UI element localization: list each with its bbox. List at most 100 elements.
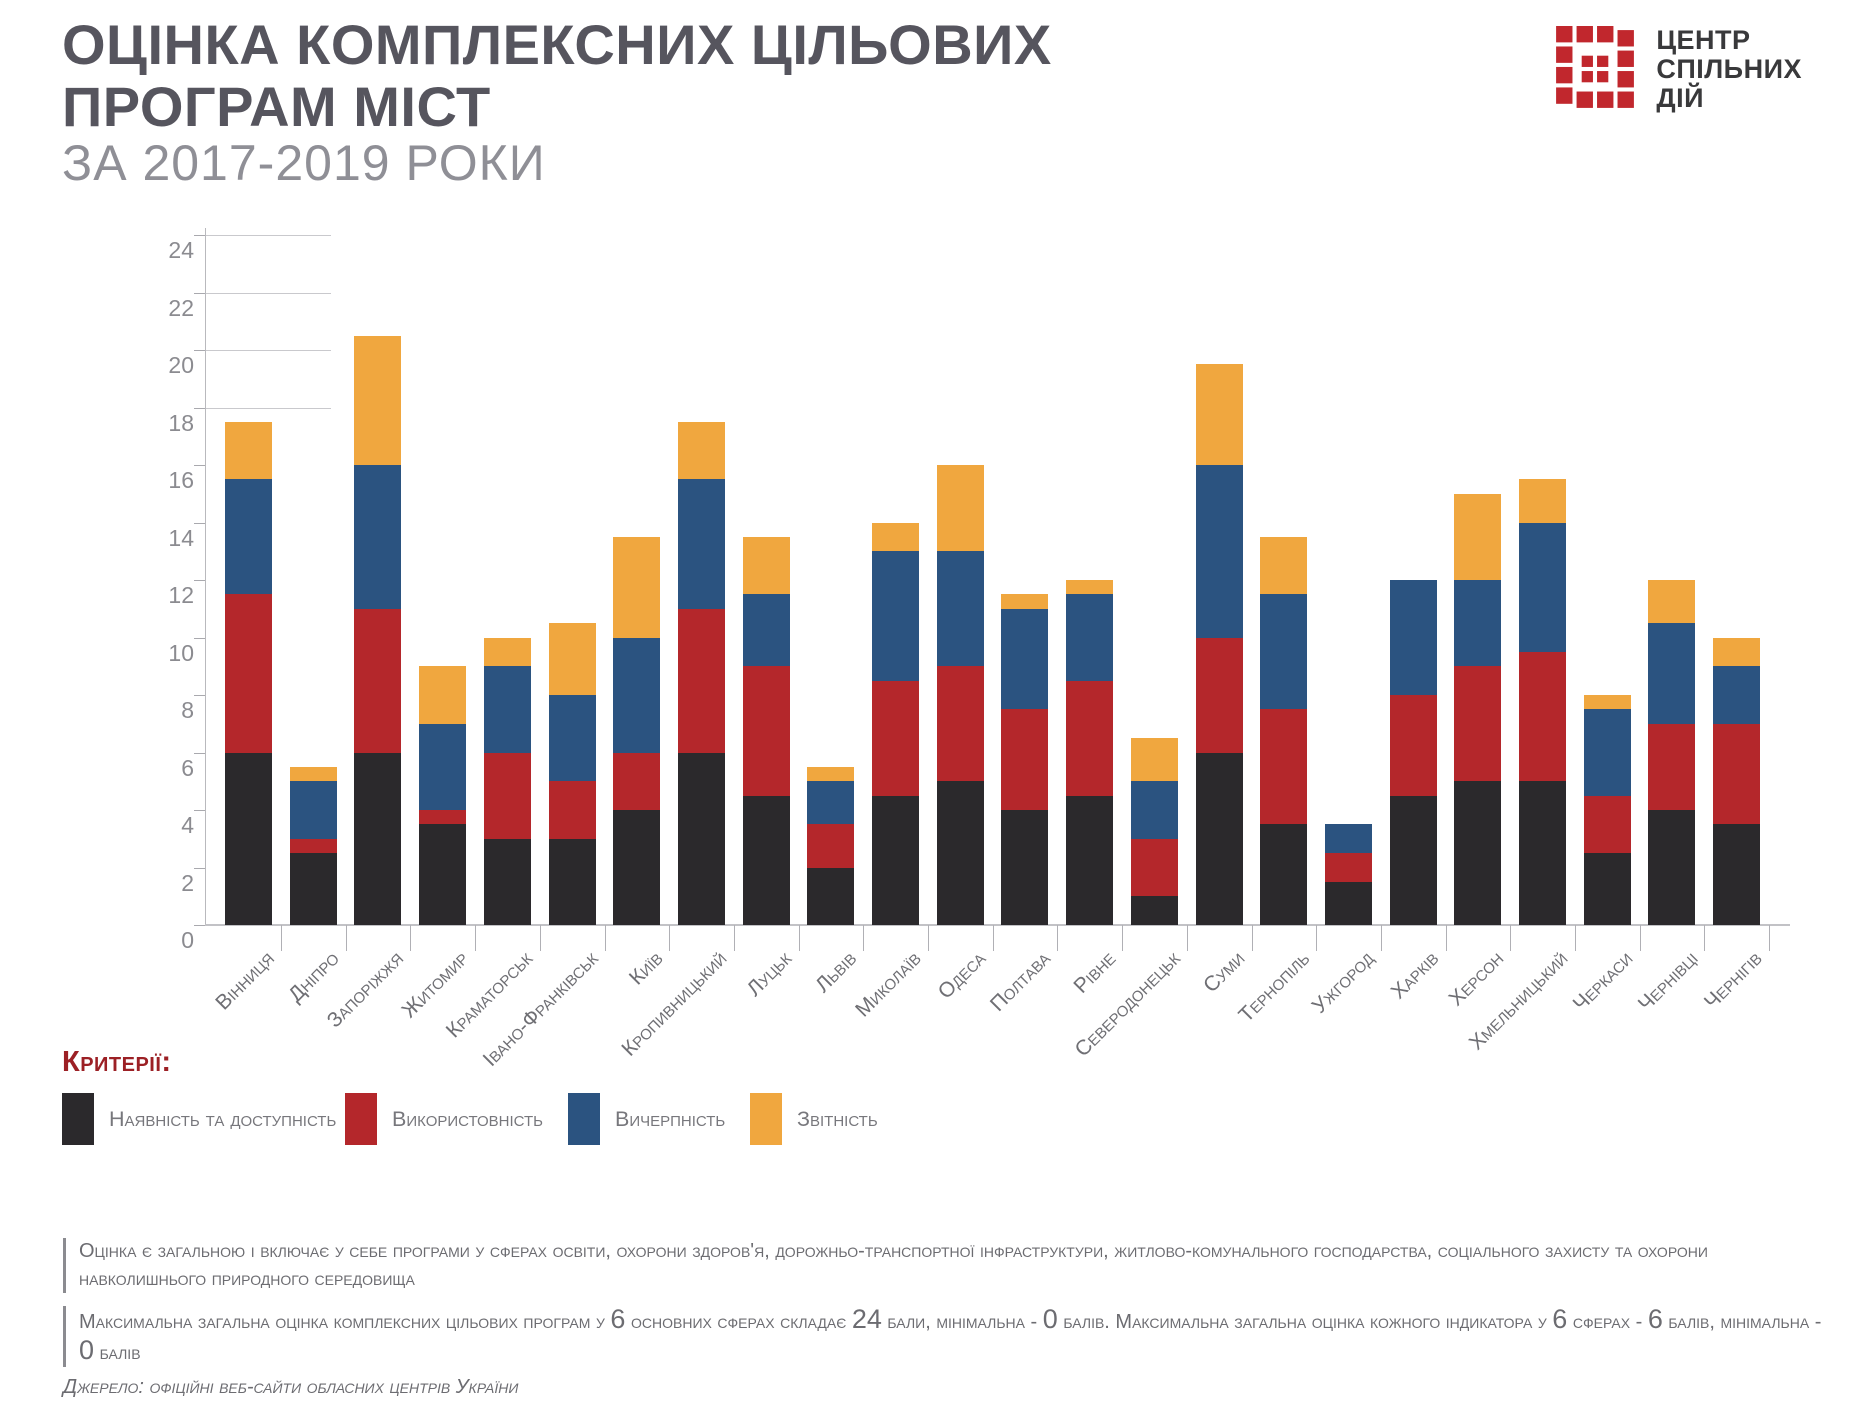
grid-stub bbox=[206, 407, 331, 409]
legend-item: Використовність bbox=[345, 1093, 543, 1145]
x-tick bbox=[1186, 925, 1188, 951]
page-title-line1: ОЦІНКА КОМПЛЕКСНИХ ЦІЛЬОВИХ bbox=[62, 13, 1052, 76]
bar-Чернівці-Звітність bbox=[1648, 580, 1696, 624]
y-tick bbox=[194, 350, 205, 351]
bar-Київ-Звітність bbox=[613, 536, 661, 638]
y-tick bbox=[194, 235, 205, 236]
bar-Херсон-Використовність bbox=[1454, 666, 1502, 782]
bar-Кропивницький-Використовність bbox=[677, 608, 725, 753]
bar-Миколаїв-Звітність bbox=[872, 522, 919, 552]
bar-Дніпро-Використовність bbox=[289, 838, 337, 854]
y-axis-label: 8 bbox=[181, 697, 194, 723]
bar-Дніпро-Звітність bbox=[289, 766, 337, 782]
bar-Черкаси-Наявність та доступність bbox=[1583, 853, 1631, 925]
y-axis bbox=[205, 228, 206, 925]
bar-Миколаїв-Вичерпність bbox=[872, 551, 919, 681]
logo: ЦЕНТР СПІЛЬНИХ ДІЙ bbox=[1552, 26, 1802, 113]
bar-Рівне-Вичерпність bbox=[1066, 594, 1114, 681]
bar-Одеса-Звітність bbox=[936, 465, 984, 552]
x-axis-label: Миколаїв bbox=[851, 947, 926, 1022]
bar-Івано-Франківськ-Наявність та доступність bbox=[548, 838, 596, 925]
y-tick bbox=[194, 292, 205, 294]
bar-Северодонецьк-Вичерпність bbox=[1130, 781, 1178, 839]
source-note: Джерело: офіційні веб-сайти обласних цен… bbox=[63, 1376, 519, 1398]
bar-Суми-Використовність bbox=[1195, 637, 1243, 753]
x-tick bbox=[539, 925, 541, 951]
x-axis-label: Одеса bbox=[933, 947, 991, 1004]
bar-Івано-Франківськ-Звітність bbox=[548, 623, 596, 695]
legend-swatch bbox=[345, 1093, 377, 1145]
x-axis-label: Дніпро bbox=[283, 947, 344, 1007]
y-axis-label: 22 bbox=[168, 294, 194, 321]
bar-Суми-Наявність та доступність bbox=[1195, 752, 1243, 925]
bar-Рівне-Наявність та доступність bbox=[1066, 795, 1114, 925]
y-tick bbox=[194, 810, 205, 811]
bar-Черкаси-Вичерпність bbox=[1583, 709, 1631, 796]
x-axis-label: Чернівці bbox=[1633, 947, 1703, 1016]
x-axis-label: Харків bbox=[1386, 947, 1444, 1004]
x-tick bbox=[410, 925, 412, 951]
grid-stub bbox=[206, 292, 331, 294]
bar-Краматорськ-Використовність bbox=[483, 752, 531, 839]
x-tick bbox=[1575, 925, 1576, 951]
bar-Херсон-Вичерпність bbox=[1454, 580, 1502, 667]
footnote-scoring: Максимальна загальна оцінка комплексних … bbox=[63, 1305, 1829, 1367]
x-axis-label: Суми bbox=[1199, 947, 1250, 998]
x-tick bbox=[1445, 925, 1447, 951]
legend-label: Наявність та доступність bbox=[109, 1106, 337, 1131]
y-axis-label: 10 bbox=[168, 639, 194, 666]
legend-label: Вичерпність bbox=[615, 1106, 726, 1131]
bar-Житомир-Вичерпність bbox=[419, 723, 467, 810]
bar-Краматорськ-Вичерпність bbox=[483, 666, 531, 753]
y-tick bbox=[194, 695, 205, 696]
bar-Кропивницький-Наявність та доступність bbox=[677, 752, 725, 925]
x-tick bbox=[1769, 925, 1771, 951]
bar-Чернігів-Наявність та доступність bbox=[1713, 824, 1761, 925]
bar-Северодонецьк-Наявність та доступність bbox=[1130, 896, 1178, 925]
bar-Запоріжжя-Використовність bbox=[354, 608, 402, 753]
legend-swatch bbox=[62, 1093, 94, 1145]
y-axis-label: 16 bbox=[168, 467, 194, 493]
logo-woven-square-icon bbox=[1556, 26, 1635, 108]
bar-Рівне-Використовність bbox=[1066, 680, 1114, 796]
page-title-line2: ПРОГРАМ МІСТ bbox=[62, 75, 491, 138]
bar-Одеса-Вичерпність bbox=[936, 551, 984, 667]
y-tick bbox=[194, 465, 205, 466]
x-axis-label: Херсон bbox=[1444, 947, 1509, 1011]
bar-Львів-Вичерпність bbox=[807, 781, 855, 825]
x-tick bbox=[1639, 925, 1641, 951]
stacked-bar-chart: 0 2 4 6 8 10 12 14 16 18 20 22 24 Вінниця Дніпро Запорі… bbox=[168, 228, 1790, 1071]
bar-Харків-Наявність та доступність bbox=[1389, 795, 1437, 925]
bar-Ужгород-Наявність та доступність bbox=[1324, 881, 1372, 925]
legend-title: Критерії: bbox=[62, 1046, 172, 1078]
x-tick bbox=[1251, 925, 1253, 951]
x-tick bbox=[992, 925, 994, 951]
bar-Ужгород-Використовність bbox=[1324, 853, 1372, 882]
bar-Вінниця-Використовність bbox=[225, 594, 272, 753]
bar-Чернівці-Наявність та доступність bbox=[1648, 810, 1696, 925]
bar-Київ-Використовність bbox=[613, 752, 661, 810]
x-axis-label: Тернопіль bbox=[1234, 947, 1314, 1027]
page-subtitle: ЗА 2017-2019 РОКИ bbox=[62, 135, 546, 191]
bar-Львів-Використовність bbox=[807, 824, 855, 868]
x-axis bbox=[205, 924, 1790, 926]
bar-Луцьк-Звітність bbox=[742, 536, 790, 595]
logo-text-line: СПІЛЬНИХ bbox=[1656, 54, 1802, 84]
x-tick bbox=[281, 925, 282, 951]
bar-Харків-Використовність bbox=[1389, 695, 1437, 796]
bar-Полтава-Вичерпність bbox=[1001, 608, 1049, 710]
bar-Луцьк-Наявність та доступність bbox=[742, 795, 790, 925]
bar-Вінниця-Вичерпність bbox=[225, 479, 272, 595]
x-tick bbox=[669, 925, 671, 951]
legend-swatch bbox=[568, 1093, 600, 1145]
bar-Чернівці-Вичерпність bbox=[1648, 623, 1696, 724]
x-tick bbox=[345, 925, 347, 951]
bar-Харків-Вичерпність bbox=[1389, 580, 1437, 695]
x-tick bbox=[1057, 925, 1059, 951]
grid-stub bbox=[206, 235, 331, 236]
bar-Краматорськ-Звітність bbox=[483, 637, 531, 667]
y-axis-label: 20 bbox=[168, 352, 194, 378]
bar-Тернопіль-Використовність bbox=[1260, 709, 1308, 825]
bar-Вінниця-Наявність та доступність bbox=[225, 752, 272, 925]
